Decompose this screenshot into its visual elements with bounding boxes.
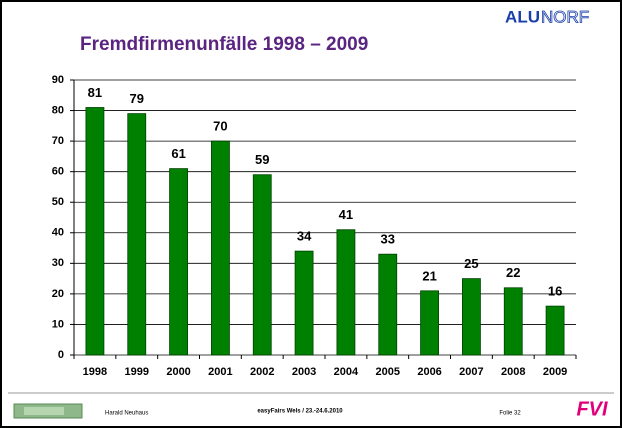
value-label: 41	[339, 207, 353, 222]
bar	[462, 278, 481, 356]
bar	[420, 290, 439, 356]
bar	[127, 113, 147, 356]
logo-bold: ALU	[505, 7, 540, 26]
y-tick-label: 0	[58, 349, 64, 361]
x-tick-label: 1998	[83, 366, 107, 378]
footer-event: easyFairs Wels / 23.-24.6.2010	[257, 409, 343, 415]
y-tick-label: 40	[52, 227, 64, 239]
bar	[211, 140, 230, 356]
y-tick-label: 20	[52, 288, 64, 300]
footer-badge: FVI	[576, 398, 608, 420]
bar	[503, 287, 523, 356]
x-tick-label: 2006	[417, 366, 441, 378]
x-tick-label: 2009	[543, 366, 567, 378]
footer-author: Harald Neuhaus	[105, 411, 148, 417]
value-label: 22	[506, 265, 520, 280]
bar	[378, 253, 398, 356]
x-tick-label: 2005	[376, 366, 400, 378]
value-label: 81	[88, 85, 102, 100]
bar	[169, 168, 188, 356]
value-label: 21	[422, 268, 436, 283]
footer-logo-inner	[24, 407, 64, 415]
value-label: 79	[130, 91, 144, 106]
x-tick-label: 2000	[166, 366, 190, 378]
x-tick-label: 2004	[334, 366, 359, 378]
y-tick-label: 90	[52, 74, 64, 86]
y-tick-label: 50	[52, 196, 64, 208]
y-tick-label: 80	[52, 104, 64, 116]
x-tick-label: 2002	[250, 366, 274, 378]
chart-title: Fremdfirmenunfälle 1998 – 2009	[80, 34, 368, 55]
value-label: 16	[548, 284, 562, 299]
bar	[336, 229, 356, 356]
value-label: 34	[297, 229, 312, 244]
y-tick-label: 60	[52, 166, 64, 178]
y-tick-label: 10	[52, 318, 64, 330]
x-tick-label: 2007	[459, 366, 483, 378]
bar	[294, 250, 314, 356]
y-tick-label: 70	[52, 135, 64, 147]
x-tick-label: 2008	[501, 366, 525, 378]
x-tick-label: 2003	[292, 366, 316, 378]
bar	[252, 174, 272, 356]
x-tick-label: 2001	[208, 366, 232, 378]
value-label: 61	[171, 146, 185, 161]
footer-slide: Folie 32	[499, 411, 521, 417]
x-tick-label: 1999	[125, 366, 149, 378]
value-label: 59	[255, 152, 269, 167]
bar	[545, 305, 565, 356]
bar	[85, 107, 105, 356]
logo-outline: NORF	[541, 7, 589, 26]
value-label: 25	[464, 256, 478, 271]
y-tick-label: 30	[52, 257, 64, 269]
value-label: 70	[213, 119, 227, 134]
value-label: 33	[381, 232, 395, 247]
